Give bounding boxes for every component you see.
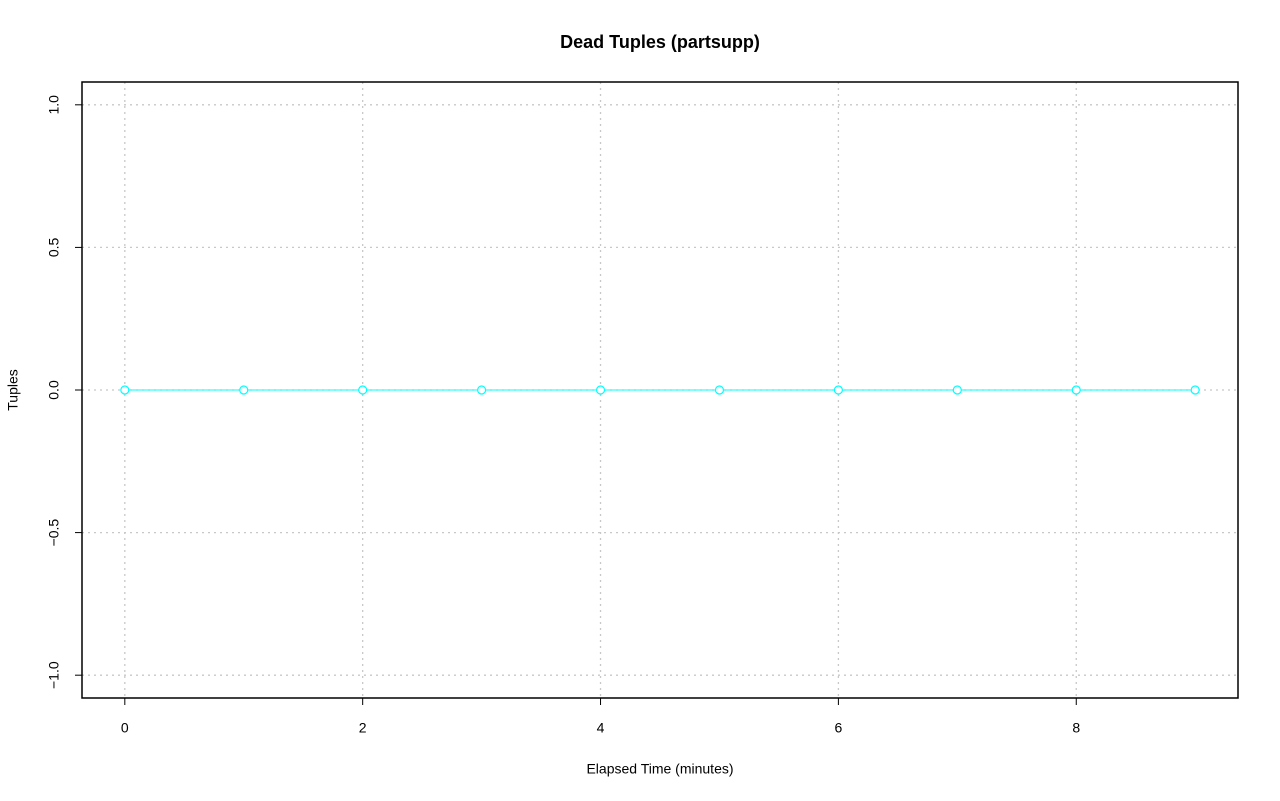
data-point xyxy=(833,385,843,395)
data-point xyxy=(477,385,487,395)
y-axis-title: Tuples xyxy=(5,369,21,411)
y-tick-label: 0.5 xyxy=(46,237,62,257)
data-point xyxy=(952,385,962,395)
data-point xyxy=(1190,385,1200,395)
data-point xyxy=(714,385,725,395)
x-axis-title: Elapsed Time (minutes) xyxy=(586,761,733,777)
x-tick-label: 4 xyxy=(597,720,605,736)
y-tick-label: −0.5 xyxy=(46,519,62,547)
y-tick-label: −1.0 xyxy=(46,661,62,689)
data-point xyxy=(1071,385,1081,395)
data-point xyxy=(595,385,606,395)
x-tick-label: 0 xyxy=(121,720,129,736)
y-tick-label: 0.0 xyxy=(46,380,62,400)
data-point xyxy=(358,385,368,395)
x-tick-label: 2 xyxy=(359,720,367,736)
x-tick-label: 8 xyxy=(1072,720,1080,736)
data-point xyxy=(239,385,249,395)
plot-frame xyxy=(81,81,1239,699)
chart-title: Dead Tuples (partsupp) xyxy=(560,32,760,52)
x-tick-label: 6 xyxy=(834,720,842,736)
data-point xyxy=(120,385,130,395)
y-tick-label: 1.0 xyxy=(46,95,62,115)
